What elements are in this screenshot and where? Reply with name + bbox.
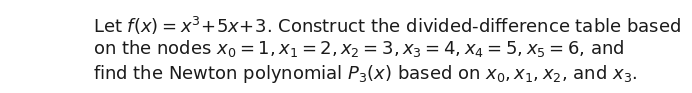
Text: Let $f(x) = x^3\!+\!5x\!+\!3$. Construct the divided-difference table based: Let $f(x) = x^3\!+\!5x\!+\!3$. Construct…	[93, 15, 682, 37]
Text: on the nodes $x_0 = 1, x_1 = 2, x_2 = 3, x_3 = 4, x_4 = 5, x_5 = 6$, and: on the nodes $x_0 = 1, x_1 = 2, x_2 = 3,…	[93, 38, 625, 59]
Text: find the Newton polynomial $P_3(x)$ based on $x_0, x_1, x_2$, and $x_3$.: find the Newton polynomial $P_3(x)$ base…	[93, 63, 638, 85]
